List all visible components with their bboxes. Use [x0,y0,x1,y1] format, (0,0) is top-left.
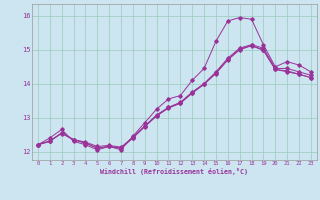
X-axis label: Windchill (Refroidissement éolien,°C): Windchill (Refroidissement éolien,°C) [100,168,248,175]
